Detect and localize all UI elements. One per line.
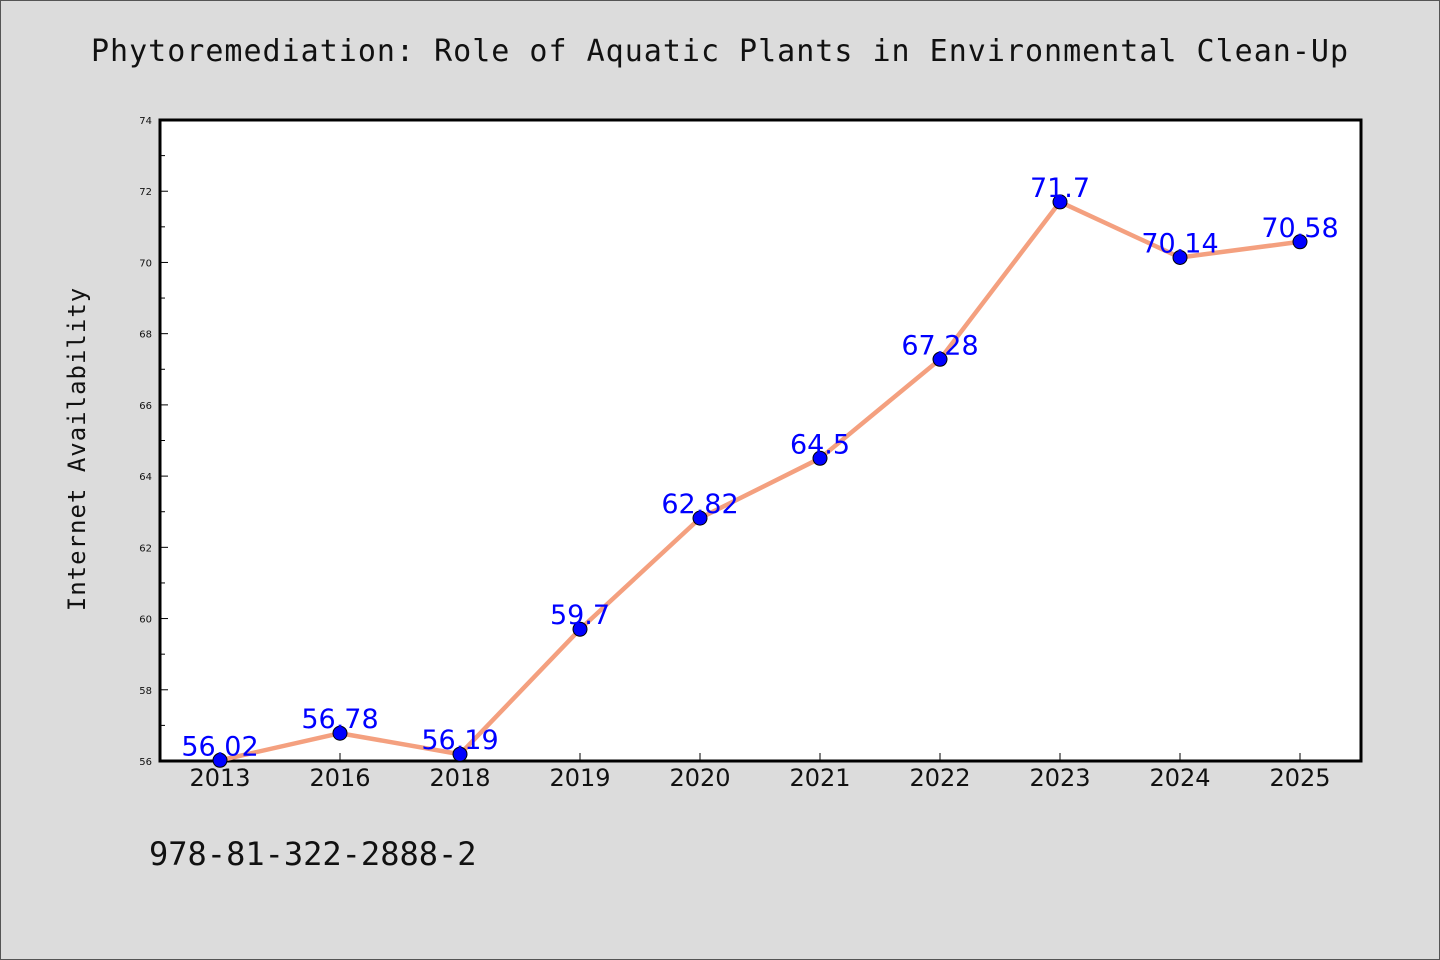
data-label: 70.58 [1261, 213, 1338, 244]
data-point [932, 351, 948, 367]
y-tick-label: 64 [139, 472, 152, 483]
x-tick-label: 2021 [789, 764, 850, 792]
chart-title: Phytoremediation: Role of Aquatic Plants… [90, 34, 1350, 69]
x-tick-label: 2023 [1029, 764, 1090, 792]
x-tick-label: 2025 [1269, 764, 1330, 792]
y-tick-label: 68 [139, 330, 152, 341]
y-tick-label: 72 [139, 187, 152, 198]
data-point [1172, 249, 1188, 265]
data-point [692, 510, 708, 526]
x-tick-label: 2024 [1149, 764, 1210, 792]
x-tick-label: 2022 [909, 764, 970, 792]
data-label: 67.28 [901, 330, 978, 361]
y-tick-label: 70 [139, 258, 152, 269]
series-line [217, 199, 1303, 763]
footer-code: 978-81-322-2888-2 [149, 835, 477, 873]
data-label: 64.5 [790, 429, 850, 460]
data-point [212, 752, 228, 768]
y-tick-label: 62 [139, 543, 152, 554]
data-point [1292, 234, 1308, 250]
y-tick-label: 58 [139, 686, 152, 697]
y-tick-label: 74 [139, 116, 152, 127]
data-label: 56.19 [421, 725, 498, 756]
data-point [812, 450, 828, 466]
y-tick-label: 66 [139, 401, 152, 412]
data-label: 59.7 [550, 600, 610, 631]
x-tick-label: 2018 [429, 764, 490, 792]
data-point [572, 621, 588, 637]
x-tick-label: 2020 [669, 764, 730, 792]
data-label: 71.7 [1030, 173, 1090, 204]
data-point [1052, 194, 1068, 210]
data-label: 56.78 [301, 704, 378, 735]
data-point [452, 746, 468, 762]
data-label: 62.82 [661, 489, 738, 520]
plot-area [158, 118, 1363, 763]
x-tick-label: 2013 [189, 764, 250, 792]
y-tick-label: 60 [139, 615, 152, 626]
x-tick-label: 2016 [309, 764, 370, 792]
y-tick-label: 56 [139, 757, 152, 768]
data-label: 70.14 [1141, 228, 1218, 259]
data-label: 56.02 [181, 731, 258, 762]
x-tick-label: 2019 [549, 764, 610, 792]
data-point [332, 725, 348, 741]
